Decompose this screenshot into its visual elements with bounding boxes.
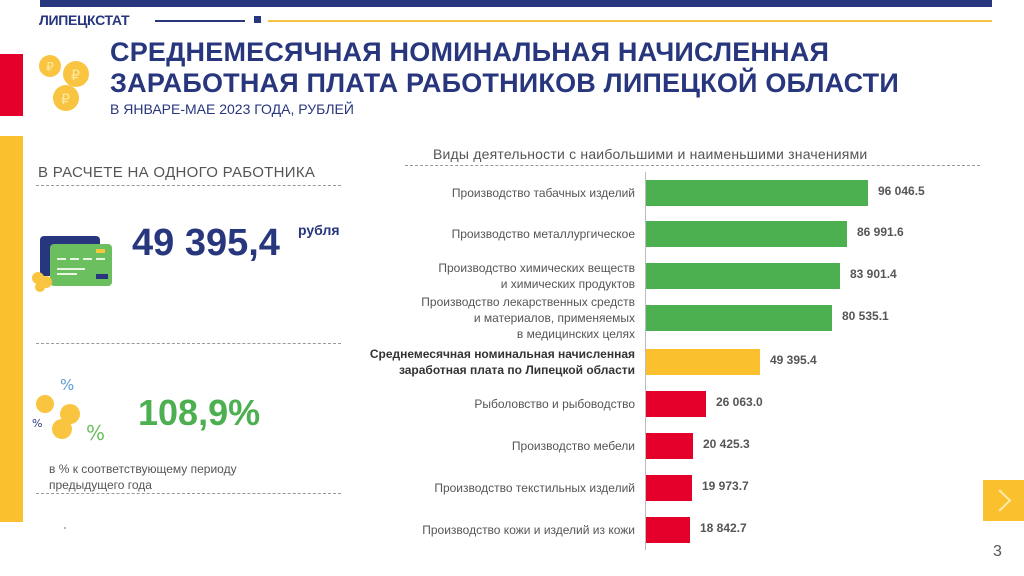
chevron-right-icon [998, 489, 1012, 512]
title-line-1: СРЕДНЕМЕСЯЧНАЯ НОМИНАЛЬНАЯ НАЧИСЛЕННАЯ [110, 37, 830, 67]
category-label: Производство химических веществ и химичес… [438, 260, 635, 292]
bar-value-label: 83 901.4 [850, 267, 897, 281]
page-subtitle: В ЯНВАРЕ-МАЕ 2023 ГОДА, РУБЛЕЙ [110, 101, 354, 117]
dashed-divider [36, 493, 341, 494]
category-label-line: Производство химических веществ [438, 261, 635, 275]
bar [646, 263, 840, 289]
bar [646, 517, 690, 543]
bar [646, 305, 832, 331]
growth-note-line-1: в % к соответствующему периоду [49, 462, 237, 476]
bar [646, 391, 706, 417]
bar-value-label: 19 973.7 [702, 479, 749, 493]
average-wage-value: 49 395,4 [132, 222, 280, 264]
growth-note-line-2: предыдущего года [49, 478, 152, 492]
bar-value-label: 80 535.1 [842, 309, 889, 323]
bar-value-label: 18 842.7 [700, 521, 747, 535]
next-slide-button[interactable] [983, 480, 1024, 521]
growth-percent-value: 108,9% [138, 392, 261, 433]
category-label: Рыболовство и рыбоводство [474, 396, 635, 412]
category-label-line: Рыболовство и рыбоводство [474, 397, 635, 411]
wage-unit: рубля [298, 222, 340, 238]
bar-value-label: 96 046.5 [878, 184, 925, 198]
top-bar [40, 0, 992, 7]
chart-title: Виды деятельности с наибольшими и наимен… [433, 146, 868, 162]
bar [646, 180, 868, 206]
svg-text:₽: ₽ [71, 68, 80, 84]
growth-note: в % к соответствующему периоду предыдуще… [49, 461, 237, 493]
percent-coins-icon: % % % [32, 376, 105, 444]
page-title: СРЕДНЕМЕСЯЧНАЯ НОМИНАЛЬНАЯ НАЧИСЛЕННАЯ З… [110, 37, 899, 99]
chart-title-divider [405, 165, 980, 166]
category-label-line: Производство табачных изделий [451, 186, 635, 200]
credit-cards-icon [32, 236, 112, 292]
dashed-divider [36, 185, 341, 186]
yellow-accent-block [0, 136, 23, 522]
category-label-line: и материалов, применяемых [473, 311, 635, 325]
red-accent-block [0, 54, 23, 116]
category-label-line: Среднемесячная номинальная начисленная [369, 347, 635, 361]
category-label-line: в медицинских целях [516, 327, 635, 341]
category-label: Производство кожи и изделий из кожи [422, 522, 635, 538]
bar [646, 433, 693, 459]
svg-text:₽: ₽ [46, 60, 54, 74]
category-label: Производство мебели [512, 438, 635, 454]
page-number: 3 [993, 543, 1002, 560]
category-label: Производство металлургическое [452, 226, 635, 242]
bar [646, 349, 760, 375]
category-label-line: Производство кожи и изделий из кожи [422, 523, 635, 537]
bar-value-label: 20 425.3 [703, 437, 750, 451]
dashed-divider [36, 343, 341, 344]
brand-logo-text: ЛИПЕЦКСТАТ [39, 12, 130, 28]
category-label-line: заработная плата по Липецкой области [398, 363, 635, 377]
bar-value-label: 26 063.0 [716, 395, 763, 409]
brand-square [254, 16, 261, 23]
category-label-line: Производство металлургическое [451, 227, 635, 241]
category-label: Производство лекарственных средств и мате… [421, 294, 635, 342]
category-label: Производство табачных изделий [452, 185, 635, 201]
bar-value-label: 86 991.6 [857, 225, 904, 239]
category-label-line: Производство мебели [511, 439, 635, 453]
title-line-2: ЗАРАБОТНАЯ ПЛАТА РАБОТНИКОВ ЛИПЕЦКОЙ ОБЛ… [110, 68, 899, 98]
category-label-line: Производство лекарственных средств [421, 295, 635, 309]
stray-dot [64, 527, 66, 529]
ruble-coins-icon: ₽ ₽ ₽ [39, 55, 89, 111]
bar [646, 221, 847, 247]
svg-text:%: % [60, 376, 74, 394]
brand-divider-yellow [268, 20, 992, 22]
svg-text:%: % [32, 417, 42, 430]
category-label: Среднемесячная номинальная начисленная за… [370, 346, 635, 378]
category-label: Производство текстильных изделий [434, 480, 635, 496]
per-worker-heading: В РАСЧЕТЕ НА ОДНОГО РАБОТНИКА [38, 164, 316, 181]
bar [646, 475, 692, 501]
chart-axis [645, 172, 646, 550]
brand-divider-blue [155, 20, 245, 22]
category-label-line: и химических продуктов [500, 277, 635, 291]
svg-text:₽: ₽ [61, 92, 70, 108]
category-label-line: Производство текстильных изделий [434, 481, 635, 495]
svg-text:%: % [86, 421, 105, 444]
bar-value-label: 49 395.4 [770, 353, 817, 367]
